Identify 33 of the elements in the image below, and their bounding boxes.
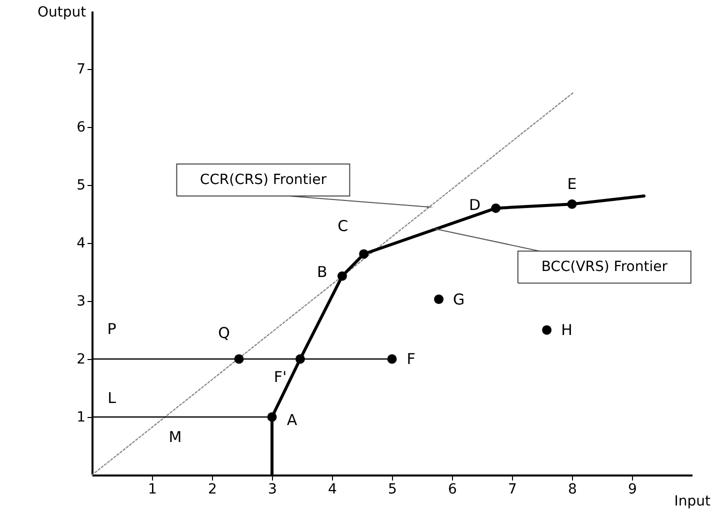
x-tick-label: 8 [568,482,577,498]
annotation: E [567,175,577,194]
x-tick-label: 6 [448,482,458,498]
x-tick-label: 7 [508,482,517,498]
annotation: F [406,350,416,368]
y-tick-label: 7 [76,62,86,78]
x-tick-label: 2 [208,482,217,498]
annotation: P [107,320,116,338]
annotation: C [338,217,348,236]
annotation: D [469,196,481,214]
y-tick-label: 1 [76,410,86,426]
annotation: A [286,411,298,429]
annotation: Q [218,324,230,342]
annotation: M [168,428,182,446]
y-axis-title: Output [38,4,87,20]
annotation: F' [274,368,287,386]
x-tick-label: 3 [268,482,277,498]
y-tick-label: 5 [76,178,86,194]
annotation: H [561,321,572,339]
x-tick-label: 1 [148,482,157,498]
y-tick-label: 4 [76,236,86,252]
annotation: BCC(VRS) Frontier [541,259,668,276]
x-tick-label: 4 [328,482,338,498]
y-tick-label: 3 [76,294,86,310]
annotation: B [317,263,328,282]
x-tick-label: 5 [388,482,397,498]
y-tick-label: 2 [76,352,86,368]
y-tick-label: 6 [76,120,86,136]
annotation: L [108,389,117,407]
annotation: G [452,290,465,308]
x-tick-label: 9 [628,482,637,498]
x-axis-title: Input [674,494,711,510]
annotation: CCR(CRS) Frontier [200,172,327,188]
